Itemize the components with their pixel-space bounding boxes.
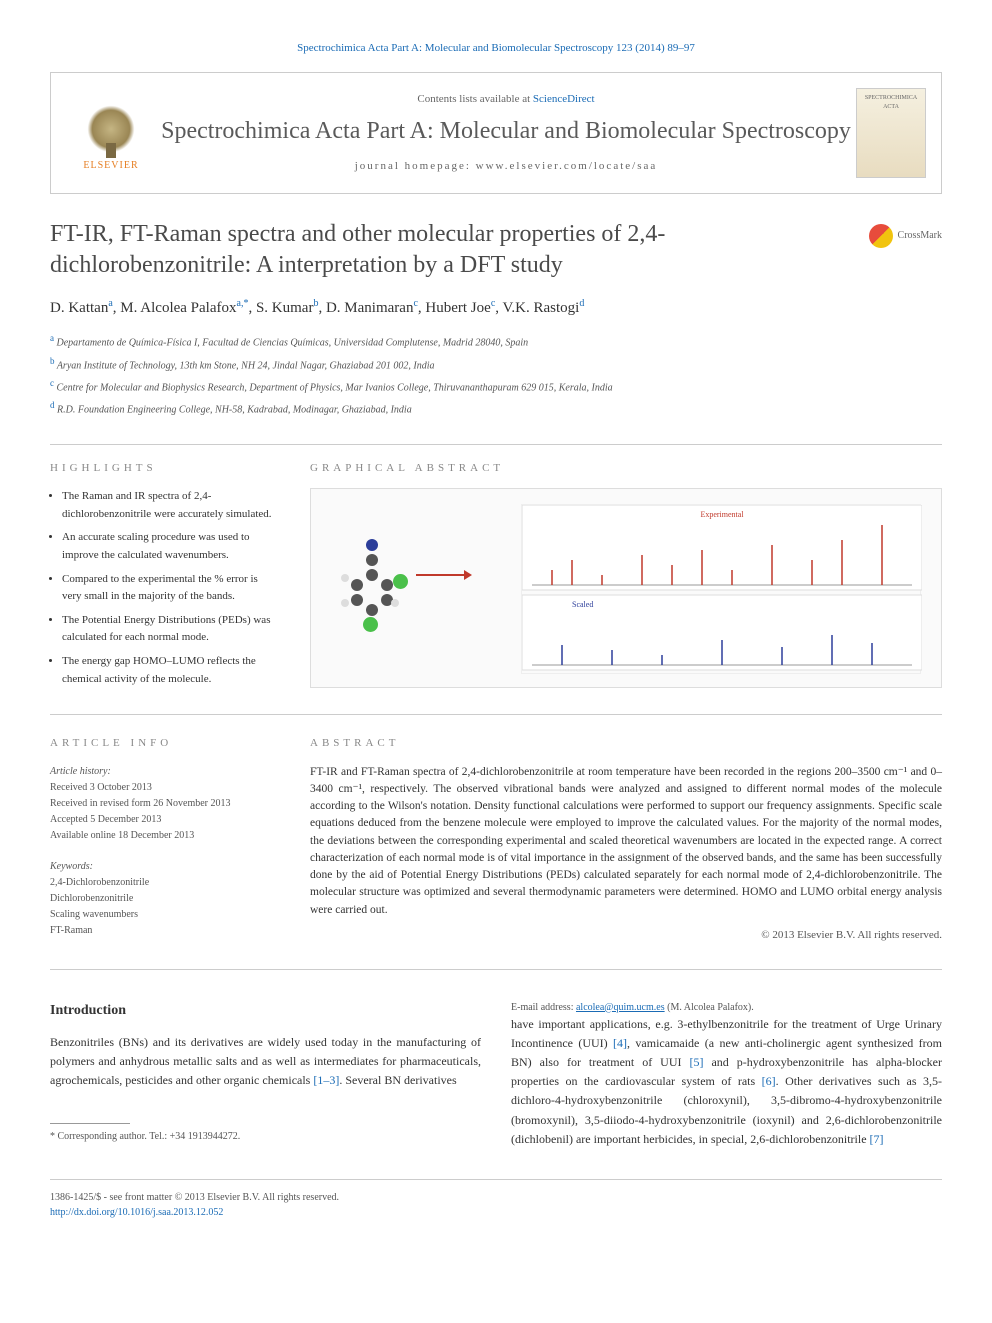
crossmark-icon (869, 224, 893, 248)
corr-email-name: (M. Alcolea Palafox). (665, 1002, 754, 1013)
accepted-date: Accepted 5 December 2013 (50, 812, 280, 828)
abstract-copyright: © 2013 Elsevier B.V. All rights reserved… (310, 927, 942, 944)
keyword-item: Dichlorobenzonitrile (50, 891, 280, 907)
citation-header: Spectrochimica Acta Part A: Molecular an… (50, 40, 942, 57)
crossmark-badge[interactable]: CrossMark (869, 224, 942, 248)
highlight-item: An accurate scaling procedure was used t… (62, 529, 280, 564)
highlight-item: Compared to the experimental the % error… (62, 571, 280, 606)
history-label: Article history: (50, 764, 280, 780)
doi-link[interactable]: http://dx.doi.org/10.1016/j.saa.2013.12.… (50, 1207, 223, 1218)
elsevier-tree-icon (81, 93, 141, 153)
keyword-item: Scaling wavenumbers (50, 907, 280, 923)
email-label: E-mail address: (511, 1002, 576, 1013)
intro-paragraph-2: have important applications, e.g. 3-ethy… (511, 1015, 942, 1149)
divider (50, 969, 942, 970)
elsevier-logo: ELSEVIER (66, 88, 156, 178)
journal-title: Spectrochimica Acta Part A: Molecular an… (156, 117, 856, 146)
abstract-heading: ABSTRACT (310, 735, 942, 752)
authors-line: D. Kattana, M. Alcolea Palafoxa,*, S. Ku… (50, 296, 942, 320)
ga-molecule (331, 539, 411, 619)
divider (50, 714, 942, 715)
keywords-block: Keywords: 2,4-DichlorobenzonitrileDichlo… (50, 859, 280, 939)
intro-paragraph-1: Benzonitriles (BNs) and its derivatives … (50, 1033, 481, 1091)
intro-text-1b: . Several BN derivatives (339, 1073, 456, 1087)
ref-link[interactable]: [5] (690, 1055, 704, 1069)
keywords-label: Keywords: (50, 859, 280, 875)
ga-spectrum: Experimental Scaled (521, 504, 921, 674)
crossmark-label: CrossMark (898, 228, 942, 243)
article-history: Article history: Received 3 October 2013… (50, 764, 280, 844)
received-date: Received 3 October 2013 (50, 780, 280, 796)
affiliations: a Departamento de Química-Física I, Facu… (50, 331, 942, 418)
contents-line: Contents lists available at ScienceDirec… (156, 91, 856, 108)
highlights-heading: HIGHLIGHTS (50, 460, 280, 477)
abstract-text: FT-IR and FT-Raman spectra of 2,4-dichlo… (310, 764, 942, 919)
svg-text:Scaled: Scaled (572, 600, 593, 609)
journal-cover-thumb: SPECTROCHIMICA ACTA (856, 88, 926, 178)
article-info-heading: ARTICLE INFO (50, 735, 280, 752)
article-title: FT-IR, FT-Raman spectra and other molecu… (50, 219, 869, 281)
ref-link[interactable]: [1–3] (313, 1073, 339, 1087)
online-date: Available online 18 December 2013 (50, 828, 280, 844)
journal-header-box: ELSEVIER Contents lists available at Sci… (50, 72, 942, 194)
keyword-item: FT-Raman (50, 923, 280, 939)
highlight-item: The Potential Energy Distributions (PEDs… (62, 612, 280, 647)
graphical-abstract-heading: GRAPHICAL ABSTRACT (310, 460, 942, 477)
sciencedirect-link[interactable]: ScienceDirect (533, 93, 595, 105)
svg-text:Experimental: Experimental (700, 510, 744, 519)
journal-homepage: journal homepage: www.elsevier.com/locat… (156, 158, 856, 175)
ref-link[interactable]: [4] (613, 1036, 627, 1050)
journal-info: Contents lists available at ScienceDirec… (156, 91, 856, 175)
corr-author-label: * Corresponding author. Tel.: +34 191394… (50, 1129, 481, 1144)
highlights-list: The Raman and IR spectra of 2,4-dichloro… (50, 488, 280, 688)
keyword-item: 2,4-Dichlorobenzonitrile (50, 875, 280, 891)
elsevier-text: ELSEVIER (83, 158, 138, 173)
highlight-item: The Raman and IR spectra of 2,4-dichloro… (62, 488, 280, 523)
divider (50, 444, 942, 445)
graphical-abstract: Experimental Scaled (310, 488, 942, 688)
highlight-item: The energy gap HOMO–LUMO reflects the ch… (62, 653, 280, 688)
revised-date: Received in revised form 26 November 201… (50, 796, 280, 812)
corr-email-link[interactable]: alcolea@quim.ucm.es (576, 1002, 665, 1013)
page-footer: 1386-1425/$ - see front matter © 2013 El… (50, 1179, 942, 1220)
ga-arrow-icon (416, 574, 466, 576)
footer-issn: 1386-1425/$ - see front matter © 2013 El… (50, 1190, 942, 1205)
ref-link[interactable]: [7] (870, 1132, 884, 1146)
ref-link[interactable]: [6] (762, 1074, 776, 1088)
intro-heading: Introduction (50, 1000, 481, 1021)
contents-text: Contents lists available at (417, 93, 532, 105)
